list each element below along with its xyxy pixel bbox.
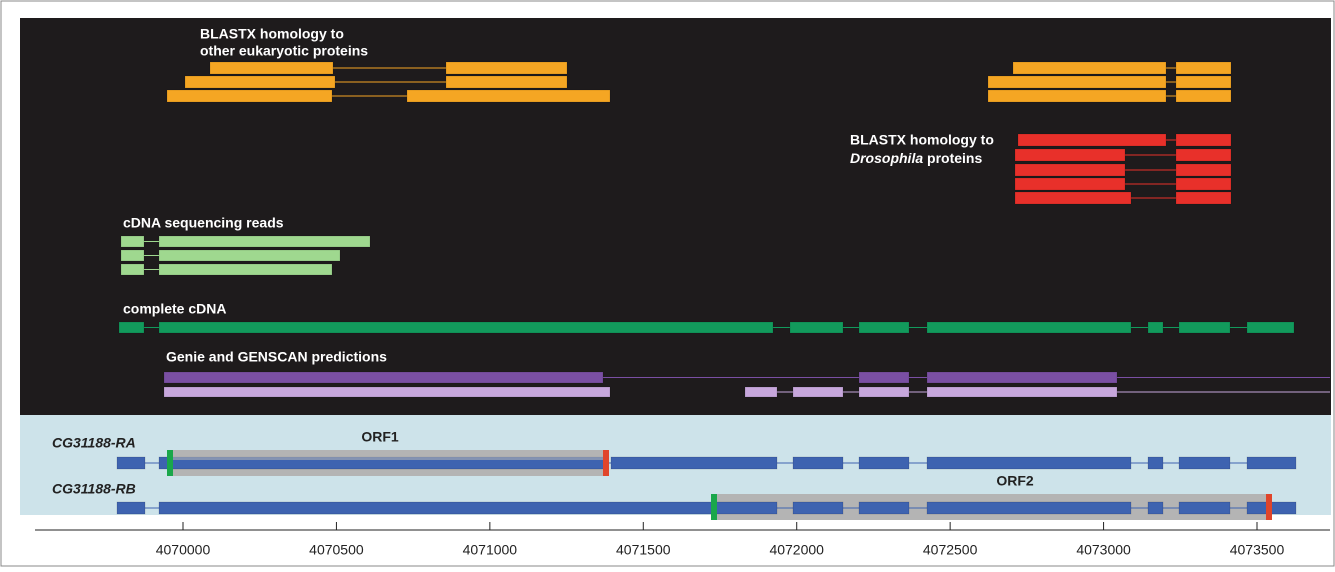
exon	[1014, 191, 1132, 205]
exon	[1175, 177, 1232, 191]
exon	[158, 249, 341, 262]
exon	[926, 501, 1132, 515]
exon	[445, 61, 568, 75]
tick-label: 4071500	[616, 542, 671, 558]
axis: 4070000 4070500 4071000 4071500 4072000 40725…	[156, 522, 1285, 558]
exon	[1014, 148, 1126, 162]
stop-codon	[1266, 494, 1272, 520]
tick-label: 4072000	[769, 542, 824, 558]
exon	[926, 371, 1118, 384]
tick-label: 4072500	[923, 542, 978, 558]
exon	[744, 386, 778, 398]
exon	[158, 263, 333, 276]
orf-box	[167, 452, 608, 460]
exon	[1175, 89, 1232, 103]
exon	[406, 89, 611, 103]
exon	[987, 89, 1167, 103]
exon	[1246, 456, 1297, 470]
exon	[158, 321, 774, 334]
exon	[858, 501, 910, 515]
start-codon	[711, 494, 717, 520]
exon	[792, 386, 844, 398]
exon	[789, 321, 844, 334]
orf-label: ORF2	[996, 473, 1034, 489]
exon	[120, 235, 145, 248]
exon	[1175, 133, 1232, 147]
features	[116, 61, 1330, 520]
track-label-rest: proteins	[923, 150, 982, 166]
exon	[858, 321, 910, 334]
exon	[792, 501, 844, 515]
track-label: complete cDNA	[123, 301, 226, 317]
tick-label: 4070500	[309, 542, 364, 558]
exon	[610, 456, 778, 470]
exon	[163, 371, 604, 384]
exon	[1178, 501, 1231, 515]
exon	[1178, 321, 1231, 334]
exon	[858, 456, 910, 470]
orf-label: ORF1	[361, 429, 399, 445]
exon	[184, 75, 336, 89]
exon	[1014, 177, 1126, 191]
tick-label: 4073000	[1076, 542, 1131, 558]
exon	[116, 501, 146, 515]
exon	[792, 456, 844, 470]
exon	[118, 321, 145, 334]
exon	[926, 456, 1132, 470]
exon	[1147, 456, 1164, 470]
transcript-name: CG31188-RB	[52, 481, 136, 497]
exon	[1147, 321, 1164, 334]
exon	[1175, 75, 1232, 89]
track-label: cDNA sequencing reads	[123, 215, 284, 231]
exon	[858, 386, 910, 398]
exon	[926, 321, 1132, 334]
exon	[858, 371, 910, 384]
track-label: BLASTX homology to	[850, 132, 994, 148]
exon	[1012, 61, 1167, 75]
exon	[1246, 321, 1295, 334]
exon	[1147, 501, 1164, 515]
tick-label: 4073500	[1230, 542, 1285, 558]
exon	[926, 386, 1118, 398]
exon	[158, 501, 713, 515]
exon	[116, 456, 146, 470]
track-label: BLASTX homology to	[200, 26, 344, 42]
exon	[158, 235, 371, 248]
exon	[166, 89, 333, 103]
exon	[209, 61, 334, 75]
exon	[1017, 133, 1167, 147]
track-label: Drosophila proteins	[850, 150, 982, 166]
transcript-name: CG31188-RA	[52, 435, 136, 451]
track-label-italic: Drosophila	[850, 150, 923, 166]
exon	[711, 501, 778, 515]
exon	[987, 75, 1167, 89]
track-label: Genie and GENSCAN predictions	[166, 349, 387, 365]
exon	[1175, 163, 1232, 177]
exon	[1178, 456, 1231, 470]
exon	[163, 386, 611, 398]
tick-label: 4070000	[156, 542, 211, 558]
exon	[1175, 191, 1232, 205]
exon	[1014, 163, 1126, 177]
stop-codon	[603, 450, 609, 476]
exon	[445, 75, 568, 89]
exon	[1175, 61, 1232, 75]
exon	[1175, 148, 1232, 162]
start-codon	[167, 450, 173, 476]
track-label: other eukaryotic proteins	[200, 43, 368, 59]
exon	[120, 263, 145, 276]
tick-label: 4071000	[463, 542, 518, 558]
exon	[120, 249, 145, 262]
